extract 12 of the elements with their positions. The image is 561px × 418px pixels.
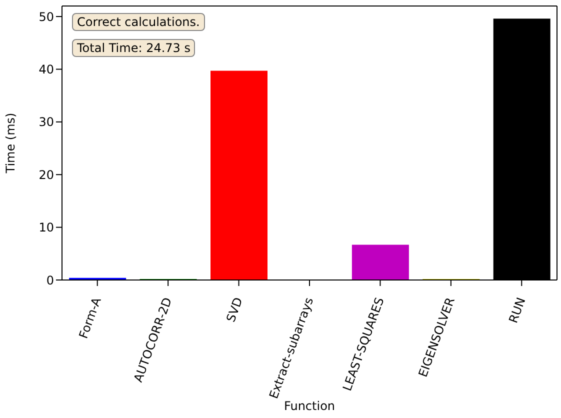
x-tick-label: RUN xyxy=(506,296,528,325)
annotation: Correct calculations. xyxy=(72,13,205,31)
y-tick-label: 0 xyxy=(46,273,54,288)
x-axis-title: Function xyxy=(284,399,336,413)
y-tick-label: 20 xyxy=(38,168,54,182)
y-axis-title: Time (ms) xyxy=(3,112,18,174)
x-tick-label: SVD xyxy=(224,296,246,324)
annotation: Total Time: 24.73 s xyxy=(72,39,196,57)
y-tick-label: 50 xyxy=(38,10,54,24)
y-tick-label: 40 xyxy=(38,62,54,76)
y-tick-label: 10 xyxy=(38,220,54,235)
y-tick-label: 30 xyxy=(38,115,54,130)
